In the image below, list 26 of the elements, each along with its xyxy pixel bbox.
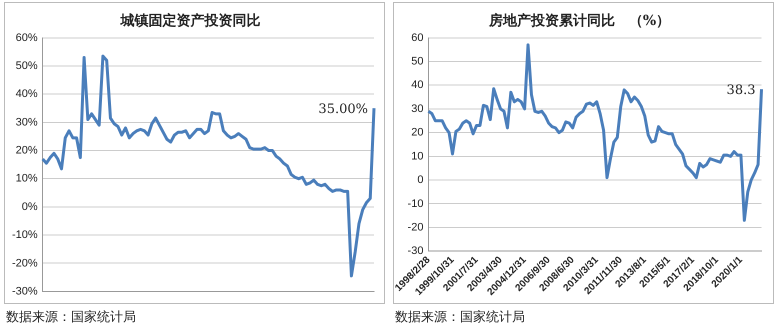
- y-tick-label: 30%: [16, 116, 38, 128]
- chart-title: 城镇固定资产投资同比: [120, 12, 260, 30]
- y-tick-label: -20%: [12, 257, 38, 270]
- y-tick-label: 40: [411, 79, 424, 92]
- source-note: 数据来源：国家统计局: [5, 309, 137, 327]
- y-tick-label: 20%: [16, 144, 38, 157]
- data-label: 38.3: [726, 83, 756, 98]
- y-tick-label: 30: [411, 102, 424, 115]
- y-tick-label: 50: [411, 56, 424, 68]
- y-tick-label: -30%: [12, 285, 38, 298]
- y-tick-label: 0: [417, 174, 424, 186]
- y-tick-label: -20: [408, 221, 424, 234]
- y-tick-label: 60: [411, 32, 424, 44]
- data-label: 35.00%: [318, 102, 368, 118]
- y-tick-label: 50%: [16, 60, 38, 72]
- y-tick-label: 60%: [16, 32, 38, 44]
- y-tick-label: -10%: [12, 229, 38, 242]
- source-note: 数据来源：国家统计局: [394, 309, 526, 327]
- y-tick-label: 10: [411, 150, 424, 162]
- chart-title: 房地产投资累计同比 （%）: [488, 12, 670, 30]
- y-tick-label: 10%: [16, 172, 38, 185]
- y-tick-label: -30: [408, 245, 424, 258]
- y-tick-label: 0%: [22, 200, 38, 213]
- y-tick-label: -10: [408, 198, 424, 210]
- y-tick-label: 40%: [16, 88, 38, 100]
- y-tick-label: 20: [411, 126, 424, 139]
